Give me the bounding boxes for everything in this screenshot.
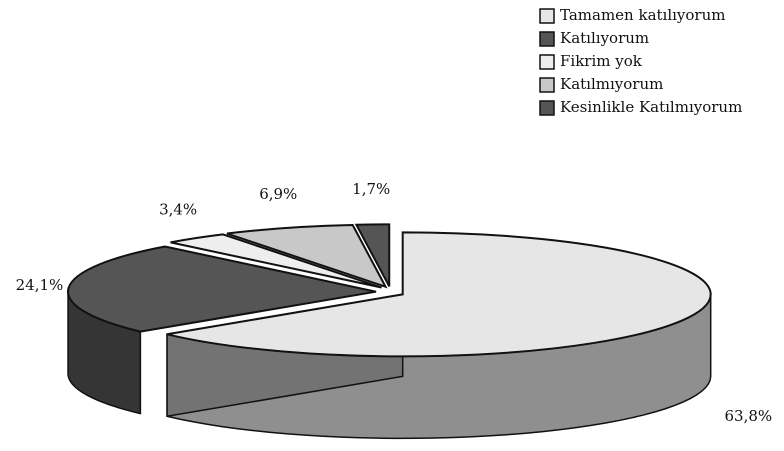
data-label: 1,7% [352, 180, 390, 198]
legend-swatch [539, 8, 555, 24]
legend-label: Kesinlikle Katılmıyorum [560, 98, 742, 116]
pie-slice [170, 233, 382, 289]
data-label: 63,8% [725, 407, 773, 425]
data-label: 6,9% [259, 185, 297, 203]
legend-label: Tamamen katılıyorum [560, 6, 726, 24]
legend-label: Fikrim yok [560, 52, 643, 70]
pie-slice [67, 245, 377, 333]
legend-swatch [539, 31, 555, 47]
legend-label: Katılıyorum [560, 29, 649, 47]
legend-swatch [539, 54, 555, 70]
pie-slice [226, 224, 388, 289]
pie-slice [166, 231, 712, 358]
pie-slice [354, 223, 391, 287]
data-label: 3,4% [159, 200, 197, 218]
legend-swatch [539, 100, 555, 116]
legend-swatch [539, 77, 555, 93]
data-label: 24,1% [16, 276, 64, 294]
legend-label: Katılmıyorum [560, 75, 663, 93]
